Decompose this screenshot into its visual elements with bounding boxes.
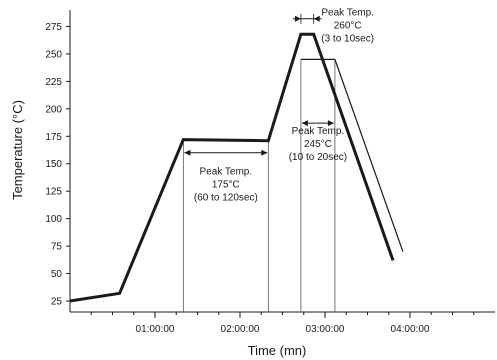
- x-tick-label: 01:00:00: [136, 324, 175, 335]
- annotation-label: Peak Temp.: [292, 126, 345, 137]
- annotation-label: 260°C: [334, 20, 362, 31]
- annotation-label: Peak Temp.: [321, 7, 374, 18]
- y-tick-label: 250: [45, 49, 62, 60]
- annotation-label: 245°C: [304, 139, 332, 150]
- y-tick-label: 25: [51, 297, 63, 308]
- annotation-label: (60 to 120sec): [194, 193, 258, 204]
- arrow-head: [314, 16, 320, 22]
- arrow-head: [295, 16, 301, 22]
- y-tick-label: 50: [51, 269, 63, 280]
- y-tick-label: 150: [45, 159, 62, 170]
- x-tick-label: 03:00:00: [306, 324, 345, 335]
- x-tick-label: 02:00:00: [221, 324, 260, 335]
- y-tick-label: 100: [45, 214, 62, 225]
- y-tick-label: 275: [45, 22, 62, 33]
- annotation-label: (3 to 10sec): [321, 33, 374, 44]
- annotation-label: (10 to 20sec): [289, 152, 347, 163]
- y-axis: 25 50 75 100 125 150 175 200 225 250 275: [45, 10, 70, 312]
- arrow-head: [261, 150, 267, 156]
- y-tick-label: 75: [51, 242, 63, 253]
- y-tick-label: 175: [45, 132, 62, 143]
- reference-lines: [183, 59, 335, 312]
- x-axis: 01:00:00 02:00:00 03:00:00 04:00:00: [70, 312, 495, 335]
- x-tick-label: 04:00:00: [391, 324, 430, 335]
- annotation-label: Peak Temp.: [200, 167, 253, 178]
- y-axis-title: Temperature (°C): [10, 100, 25, 200]
- x-axis-title: Time (mn): [248, 343, 307, 358]
- arrow-head: [184, 150, 190, 156]
- annotation-label: 175°C: [212, 180, 240, 191]
- y-tick-label: 125: [45, 187, 62, 198]
- y-tick-label: 200: [45, 104, 62, 115]
- y-tick-label: 225: [45, 77, 62, 88]
